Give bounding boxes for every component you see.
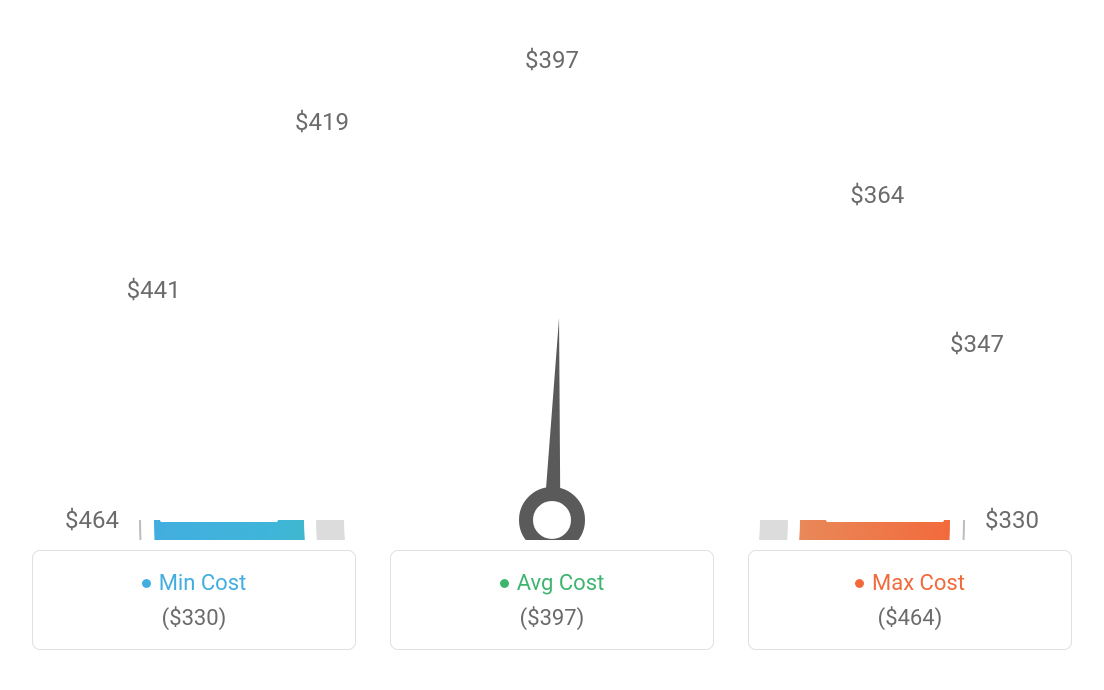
dot-icon <box>855 579 864 588</box>
legend-card-max: Max Cost ($464) <box>748 550 1072 650</box>
legend-title-text: Max Cost <box>872 571 965 596</box>
legend-title-text: Min Cost <box>159 571 247 596</box>
legend-value-max: ($464) <box>759 606 1061 631</box>
legend-value-min: ($330) <box>43 606 345 631</box>
legend-title-max: Max Cost <box>855 571 965 596</box>
legend-card-avg: Avg Cost ($397) <box>390 550 714 650</box>
gauge-tick-label: $347 <box>950 330 1004 358</box>
gauge-tick-label: $419 <box>295 108 349 136</box>
legend-row: Min Cost ($330) Avg Cost ($397) Max Cost… <box>32 550 1072 650</box>
gauge-tick-label: $397 <box>525 46 579 74</box>
gauge-svg <box>22 10 1082 540</box>
legend-value-avg: ($397) <box>401 606 703 631</box>
dot-icon <box>500 579 509 588</box>
gauge: $330 $347 $364 $397 $419 $441 $464 <box>22 10 1082 540</box>
gauge-tick-label: $330 <box>985 506 1039 534</box>
legend-title-min: Min Cost <box>142 571 247 596</box>
legend-title-avg: Avg Cost <box>500 571 605 596</box>
dot-icon <box>142 579 151 588</box>
gauge-tick-label: $464 <box>65 506 119 534</box>
gauge-tick-label: $364 <box>850 181 904 209</box>
gauge-tick-label: $441 <box>127 276 181 304</box>
legend-card-min: Min Cost ($330) <box>32 550 356 650</box>
chart-container: $330 $347 $364 $397 $419 $441 $464 Min Cost ($… <box>0 0 1104 690</box>
legend-title-text: Avg Cost <box>517 571 605 596</box>
